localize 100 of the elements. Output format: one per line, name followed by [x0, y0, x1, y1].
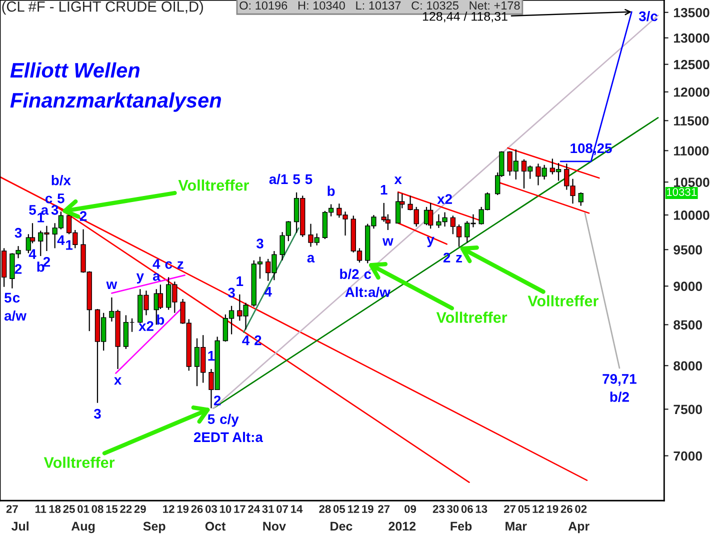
annotation: 5	[4, 292, 12, 303]
annotation: 5	[208, 414, 215, 424]
annotation: w	[382, 238, 394, 246]
x-tick-label: 19	[177, 505, 189, 513]
x-tick-label: 26	[191, 505, 203, 513]
x2-tick-label: Jul	[11, 521, 28, 531]
y-tick-label: 13500	[674, 8, 710, 18]
x-tick-label: 26	[560, 505, 572, 513]
annotation: Volltreffer	[528, 295, 598, 306]
x2-tick-label: Dec	[330, 522, 352, 531]
x2-tick-label: 2012	[388, 522, 416, 531]
x-tick-label: 19	[546, 505, 558, 513]
annotation: Volltreffer	[44, 456, 115, 468]
x2-tick-label: Apr	[568, 522, 590, 534]
annotation: 3/c	[638, 10, 658, 22]
annotation: 4	[57, 235, 65, 245]
annotation: 5	[293, 174, 300, 184]
annotation: y	[426, 236, 434, 248]
x-tick-label: 30	[447, 505, 459, 513]
x-tick-label: 29	[134, 505, 146, 513]
x-tick-label: 01	[78, 505, 90, 513]
annotation: c	[364, 271, 372, 280]
annotation: 1	[208, 351, 215, 361]
x2-tick-label: Nov	[263, 522, 286, 531]
annotation: x	[114, 377, 122, 385]
x-tick-label: 19	[362, 505, 374, 513]
annotation: 2	[43, 256, 50, 267]
x-tick-label: 05	[518, 505, 530, 513]
annotation: 2	[80, 211, 87, 221]
x-tick-label: 12	[163, 505, 174, 513]
annotation: b/2	[340, 268, 359, 280]
y-tick-label: 12000	[674, 87, 710, 97]
annotation: 1	[236, 276, 244, 286]
x-tick-label: 22	[120, 505, 132, 513]
annotation: a	[152, 273, 160, 281]
annotation: 2EDT	[194, 432, 229, 442]
annotation: z	[177, 261, 184, 269]
annotation: Elliott Wellen	[10, 62, 140, 78]
x-tick-label: 14	[291, 505, 303, 513]
x-tick-label: 13	[476, 505, 488, 513]
y-tick-label: 12500	[674, 60, 710, 70]
y-tick-label: 9000	[674, 282, 702, 292]
x-tick-label: 12	[532, 505, 544, 513]
x2-tick-label: Feb	[450, 521, 472, 531]
annotation: 4	[152, 259, 160, 269]
y-tick-label: 7000	[674, 451, 702, 461]
annotation: a	[41, 207, 49, 215]
annotation: w	[106, 282, 118, 290]
annotation: 3	[51, 204, 58, 215]
annotation: 1	[380, 184, 388, 194]
annotation: a/1	[269, 174, 288, 184]
annotation: 4	[242, 336, 250, 346]
x2-tick-label: Aug	[71, 522, 95, 534]
x-tick-label: 17	[234, 505, 246, 513]
annotation: x2	[437, 194, 452, 204]
y-tick-label: 8500	[674, 320, 702, 330]
annotation: Volltreffer	[178, 179, 249, 191]
x-tick-label: 07	[276, 505, 288, 513]
x2-tick-label: Mar	[506, 522, 527, 531]
annotation: c/y	[220, 414, 239, 427]
x-tick-label: 23	[432, 505, 444, 513]
annotation: 2	[14, 264, 22, 274]
annotation: x2	[138, 321, 154, 331]
x-tick-label: 11	[35, 505, 46, 513]
x-tick-label: 12	[348, 505, 360, 513]
annotation: 4	[28, 249, 36, 259]
chart-subtitle: O: 10196 H: 10340 L: 10137 C: 10325 Net: +178	[240, 1, 520, 10]
annotation: Alt:a	[232, 432, 264, 442]
x-tick-label: 15	[106, 505, 118, 513]
x-tick-label: 05	[333, 505, 346, 513]
annotation: 5	[57, 194, 64, 204]
annotation: b	[328, 186, 335, 196]
x-tick-label: 24	[248, 505, 260, 513]
annotation: c	[45, 196, 52, 204]
annotation: 4	[264, 286, 272, 296]
annotation: 3	[14, 228, 22, 238]
x2-tick-label: Oct	[205, 522, 226, 531]
annotation: 5	[305, 174, 312, 184]
x-tick-label: 06	[461, 505, 473, 513]
chart-title: (CL #F - LIGHT CRUDE OIL,D)	[2, 1, 203, 15]
annotation: b/x	[52, 175, 71, 186]
y-tick-label: 8000	[674, 361, 702, 371]
annotation: z	[456, 255, 462, 262]
x-tick-label: 02	[575, 505, 587, 513]
annotation: 5	[29, 205, 36, 215]
annotation: Volltreffer	[436, 312, 508, 323]
annotation: Finanzmarktanalysen	[10, 92, 221, 112]
annotation: 3	[94, 408, 101, 419]
annotation: c	[12, 295, 20, 303]
annotation: 1	[38, 212, 44, 222]
x-tick-label: 27	[6, 505, 18, 513]
annotation: 1	[66, 240, 73, 250]
annotation: 79,71	[602, 374, 636, 386]
x-tick-label: 08	[92, 505, 104, 513]
annotation: Alt:a/w	[345, 286, 390, 298]
annotation: b	[37, 262, 44, 272]
annotation: b	[157, 314, 164, 325]
annotation: y	[136, 273, 144, 284]
x-tick-label: 31	[262, 505, 274, 513]
y-tick-label: 10500	[674, 178, 710, 187]
